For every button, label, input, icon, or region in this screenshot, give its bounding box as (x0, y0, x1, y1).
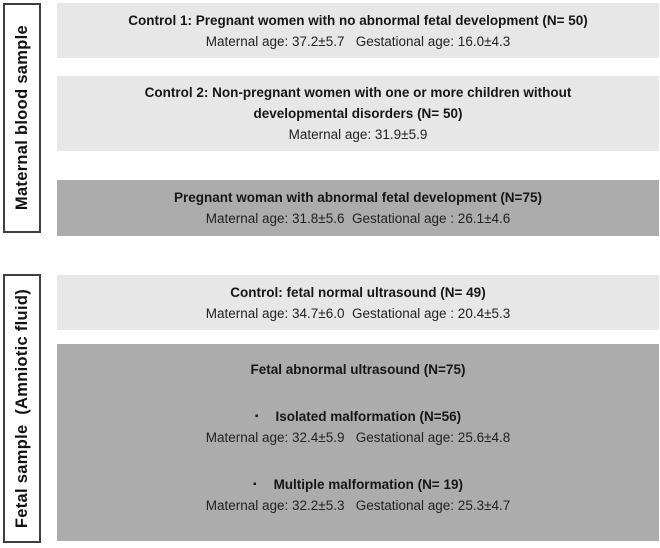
subgroup-isolated-malformation-heading: ▪ Isolated malformation (N=56) (57, 406, 659, 427)
section-label-maternal-blood-sample: Maternal blood sample (3, 3, 41, 233)
subgroup-isolated-malformation: ▪ Isolated malformation (N=56) Maternal … (57, 406, 659, 448)
subgroup-multiple-malformation-heading: ▪ Multiple malformation (N= 19) (57, 474, 659, 495)
group-box-control1: Control 1: Pregnant women with no abnorm… (57, 3, 659, 58)
subgroup-multiple-malformation-stats: Maternal age: 32.2±5.3 Gestational age: … (205, 498, 511, 513)
group-box-control2-stats: Maternal age: 31.9±5.9 (288, 127, 428, 142)
group-box-control2: Control 2: Non-pregnant women with one o… (57, 76, 659, 151)
subgroup-multiple-malformation: ▪ Multiple malformation (N= 19) Maternal… (57, 474, 659, 516)
group-box-control-fetal-normal-ultrasound-stats: Maternal age: 34.7±6.0 Gestational age :… (205, 305, 511, 321)
group-box-control2-title: Control 2: Non-pregnant women with one o… (144, 85, 576, 121)
square-bullet-icon: ▪ (254, 411, 259, 422)
subgroup-isolated-malformation-title: Isolated malformation (N=56) (275, 409, 462, 424)
square-bullet-icon: ▪ (253, 479, 257, 490)
subgroup-multiple-malformation-title: Multiple malformation (N= 19) (273, 477, 463, 492)
group-box-control1-title: Control 1: Pregnant women with no abnorm… (128, 12, 588, 28)
group-box-control1-stats: Maternal age: 37.2±5.7 Gestational age: … (205, 33, 511, 49)
section-label-maternal-blood-sample-text: Maternal blood sample (12, 25, 31, 211)
section-label-fetal-sample-amniotic-fluid-text: Fetal sample (Amniotic fluid) (12, 288, 31, 529)
group-box-fetal-abnormal-ultrasound-title: Fetal abnormal ultrasound (N=75) (250, 362, 466, 377)
group-box-abnormal-fetal-development: Pregnant woman with abnormal fetal devel… (57, 180, 659, 236)
subgroup-isolated-malformation-stats: Maternal age: 32.4±5.9 Gestational age: … (205, 430, 511, 445)
group-box-fetal-abnormal-ultrasound: Fetal abnormal ultrasound (N=75) ▪ Isola… (57, 344, 659, 541)
group-box-abnormal-fetal-development-title: Pregnant woman with abnormal fetal devel… (174, 190, 542, 205)
section-label-fetal-sample-amniotic-fluid: Fetal sample (Amniotic fluid) (3, 274, 41, 543)
group-box-control-fetal-normal-ultrasound: Control: fetal normal ultrasound (N= 49)… (57, 275, 659, 330)
group-box-abnormal-fetal-development-stats: Maternal age: 31.8±5.6 Gestational age :… (205, 211, 511, 226)
group-box-control-fetal-normal-ultrasound-title: Control: fetal normal ultrasound (N= 49) (230, 284, 486, 300)
